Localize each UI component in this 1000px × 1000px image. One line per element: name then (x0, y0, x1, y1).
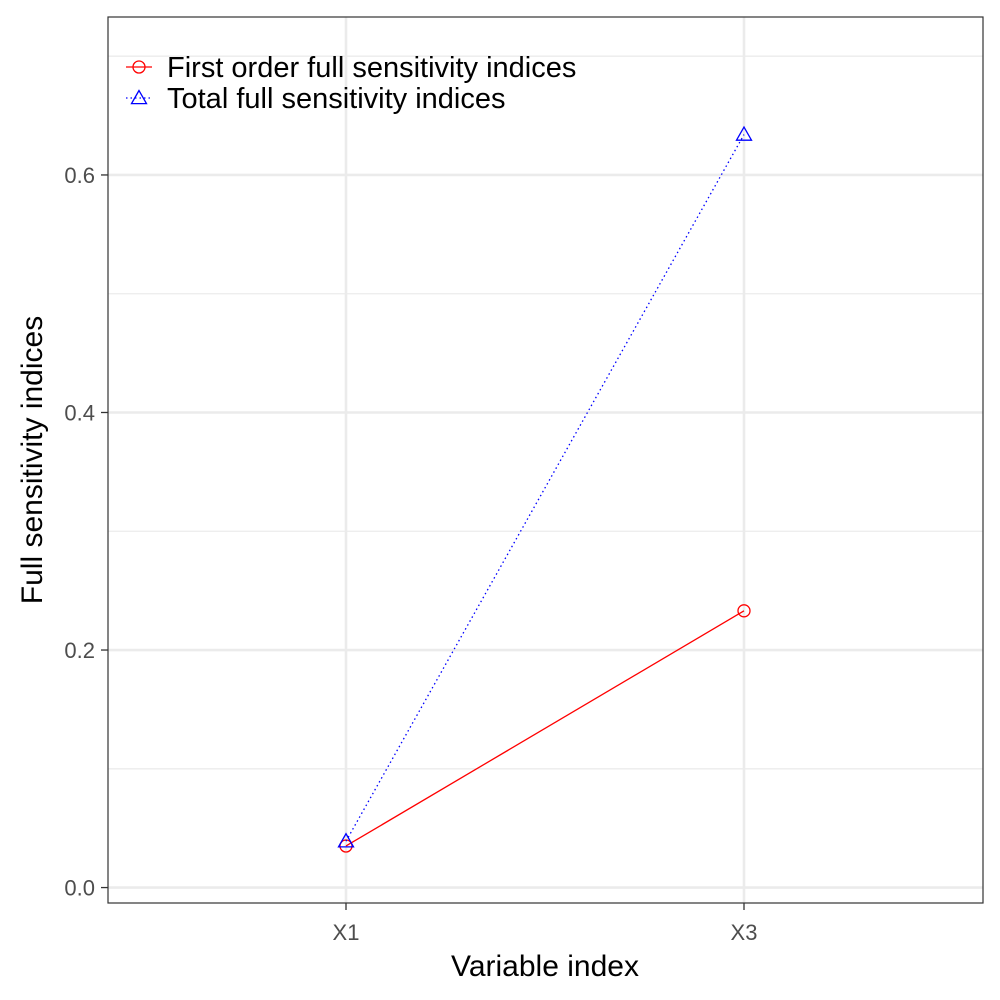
legend-item: Total full sensitivity indices (126, 83, 505, 115)
series-2 (337, 125, 753, 848)
x-axis-title: Variable index (451, 950, 639, 983)
x-tick-label: X1 (333, 920, 360, 945)
y-axis: 0.0 0.2 0.4 0.6 (64, 163, 108, 901)
legend: First order full sensitivity indicesTota… (126, 52, 576, 115)
y-tick-label: 0.6 (64, 163, 95, 188)
x-tick-label: X3 (731, 920, 758, 945)
legend-label: First order full sensitivity indices (167, 52, 576, 84)
legend-key-marker (130, 89, 148, 105)
triangle-point (337, 832, 355, 848)
series-line (345, 610, 745, 847)
legend-key-marker (132, 60, 146, 74)
series-layer (337, 125, 753, 853)
circle-point (737, 604, 751, 618)
plot-panel-border (107, 16, 984, 904)
triangle-point (735, 125, 753, 141)
minor-gridlines (108, 55, 983, 770)
y-tick-label: 0.2 (64, 638, 95, 663)
major-gridlines (108, 17, 983, 903)
y-tick-label: 0.4 (64, 400, 95, 425)
plot-panel-background (108, 17, 983, 903)
x-axis: X1 X3 (333, 903, 758, 945)
legend-item: First order full sensitivity indices (126, 52, 576, 84)
y-axis-title: Full sensitivity indices (16, 316, 49, 604)
series-line (345, 134, 745, 842)
y-tick-label: 0.0 (64, 876, 95, 901)
legend-label: Total full sensitivity indices (167, 83, 505, 115)
